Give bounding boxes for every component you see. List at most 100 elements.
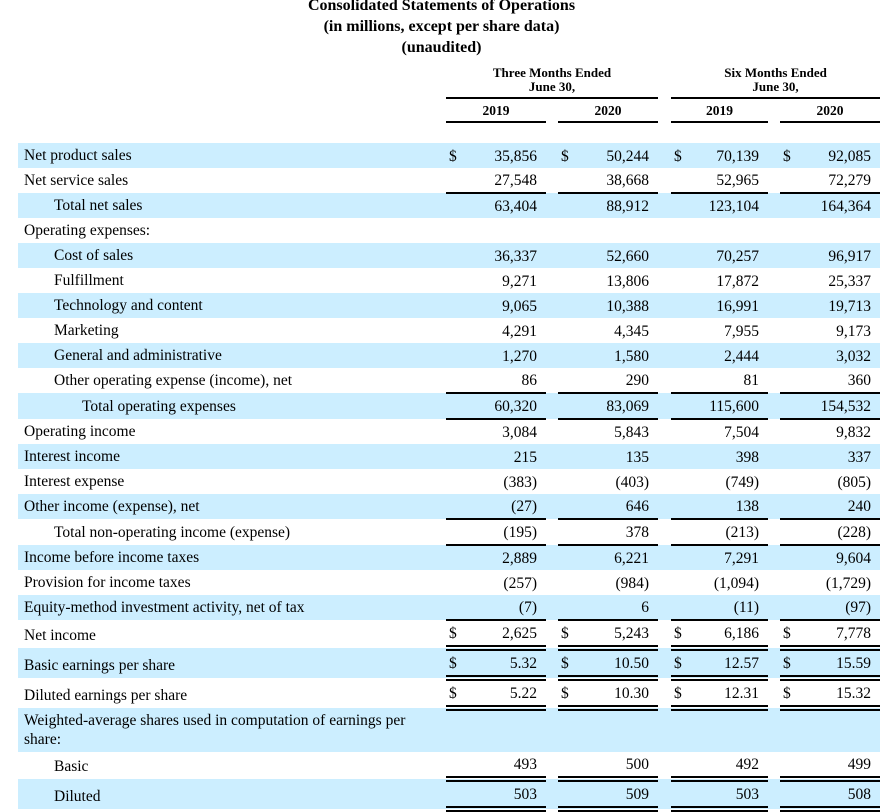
cell-value: 1,270 bbox=[502, 348, 537, 365]
cell-value: 138 bbox=[735, 498, 760, 515]
year-header: 2019 bbox=[446, 98, 546, 123]
dollar-sign: $ bbox=[561, 655, 569, 672]
cell-value: 7,778 bbox=[836, 625, 872, 642]
value-cell: (228) bbox=[780, 519, 881, 546]
column-gap bbox=[658, 708, 671, 752]
dollar-sign: $ bbox=[561, 625, 569, 642]
column-gap bbox=[546, 494, 558, 519]
statement-title: Consolidated Statements of Operations (i… bbox=[18, 0, 865, 58]
value-cell: $7,778 bbox=[780, 620, 881, 651]
dollar-sign: $ bbox=[449, 655, 457, 672]
cell-value: 5,843 bbox=[614, 424, 650, 441]
table-row: Technology and content 9,065 10,388 16,991 1… bbox=[18, 293, 881, 318]
value-cell: 25,337 bbox=[780, 268, 880, 293]
value-cell: 500 bbox=[558, 752, 659, 782]
year-header: 2019 bbox=[671, 98, 769, 123]
column-gap bbox=[768, 168, 780, 193]
cell-value: 10.30 bbox=[614, 685, 650, 702]
value-cell: 1,270 bbox=[446, 343, 546, 368]
column-gap bbox=[658, 595, 671, 620]
row-label: Basic bbox=[54, 758, 89, 775]
cell-value: 15.32 bbox=[836, 685, 872, 702]
dollar-sign: $ bbox=[783, 655, 791, 672]
column-gap bbox=[658, 494, 671, 519]
value-cell: 16,991 bbox=[671, 293, 768, 318]
dollar-sign: $ bbox=[449, 148, 457, 165]
value-cell: 6 bbox=[558, 595, 659, 621]
value-cell: 7,504 bbox=[671, 419, 768, 444]
cell-value: (11) bbox=[733, 599, 760, 616]
row-label: Net product sales bbox=[24, 147, 132, 164]
row-label: Diluted earnings per share bbox=[24, 687, 188, 704]
row-label: Diluted bbox=[54, 788, 101, 805]
column-gap bbox=[658, 243, 671, 268]
column-gap bbox=[546, 193, 558, 218]
table-row: Weighted-average shares used in computat… bbox=[18, 708, 881, 752]
cell-value: 503 bbox=[735, 786, 760, 803]
row-label: Weighted-average shares used in computat… bbox=[24, 712, 406, 748]
table-row: Total net sales 63,404 88,912 123,104 164,36… bbox=[18, 193, 881, 218]
column-gap bbox=[768, 545, 780, 570]
cell-value: 398 bbox=[735, 449, 760, 466]
cell-value: (1,094) bbox=[713, 575, 760, 592]
cell-value: 290 bbox=[625, 372, 650, 389]
row-label: Net income bbox=[24, 627, 96, 644]
cell-value: 17,872 bbox=[716, 273, 760, 290]
cell-value: 646 bbox=[625, 498, 650, 515]
value-cell bbox=[446, 218, 546, 243]
cell-value: 378 bbox=[625, 524, 650, 541]
table-row: Total operating expenses 60,320 83,069 115,… bbox=[18, 393, 881, 420]
value-cell: 2,889 bbox=[446, 545, 546, 570]
value-cell: $10.30 bbox=[558, 678, 659, 711]
value-cell: 3,084 bbox=[446, 419, 546, 444]
column-gap bbox=[546, 752, 558, 779]
cell-value: 115,600 bbox=[709, 398, 760, 415]
table-row: Fulfillment 9,271 13,806 17,872 25,337 bbox=[18, 268, 880, 293]
column-gap bbox=[546, 293, 558, 318]
dollar-sign: $ bbox=[561, 148, 569, 165]
value-cell: 9,173 bbox=[780, 318, 880, 343]
cell-value: 19,713 bbox=[828, 298, 872, 315]
cell-value: 493 bbox=[513, 756, 537, 773]
value-cell: 492 bbox=[671, 752, 769, 782]
column-gap bbox=[768, 143, 780, 168]
column-gap bbox=[768, 620, 780, 648]
cell-value: 52,660 bbox=[606, 248, 650, 265]
row-label: Other operating expense (income), net bbox=[54, 372, 293, 389]
column-gap bbox=[768, 570, 780, 595]
cell-value: 9,173 bbox=[836, 323, 872, 340]
value-cell: 72,279 bbox=[780, 168, 881, 194]
cell-value: 72,279 bbox=[828, 172, 872, 189]
cell-value: 5.22 bbox=[509, 685, 537, 702]
cell-value: 6,186 bbox=[724, 625, 760, 642]
value-cell: 509 bbox=[558, 779, 659, 812]
column-gap bbox=[768, 494, 780, 519]
column-gap bbox=[546, 243, 558, 268]
value-cell: 81 bbox=[671, 368, 769, 394]
row-label: Provision for income taxes bbox=[24, 574, 191, 591]
value-cell: (7) bbox=[446, 595, 546, 621]
cell-value: (805) bbox=[837, 474, 872, 491]
cell-value: 215 bbox=[513, 449, 537, 466]
value-cell: 63,404 bbox=[446, 193, 546, 218]
row-label: Fulfillment bbox=[54, 272, 124, 289]
row-label: Other income (expense), net bbox=[24, 498, 200, 515]
period-group-six-months: Six Months Ended June 30, bbox=[671, 64, 881, 99]
value-cell bbox=[558, 708, 658, 752]
value-cell: 10,388 bbox=[558, 293, 658, 318]
table-row: Marketing 4,291 4,345 7,955 9,173 bbox=[18, 318, 880, 343]
column-gap bbox=[658, 368, 671, 393]
cell-value: 2,889 bbox=[502, 550, 537, 567]
cell-value: (984) bbox=[615, 575, 650, 592]
cell-value: 337 bbox=[847, 449, 872, 466]
value-cell: 70,257 bbox=[671, 243, 768, 268]
value-cell: 86 bbox=[446, 368, 546, 394]
row-label: Basic earnings per share bbox=[24, 657, 176, 674]
cell-value: 15.59 bbox=[836, 655, 872, 672]
value-cell: 1,580 bbox=[558, 343, 658, 368]
column-gap bbox=[658, 752, 671, 779]
value-cell: $15.59 bbox=[780, 648, 881, 681]
table-row: Operating expenses: bbox=[18, 218, 880, 243]
cell-value: 499 bbox=[847, 756, 872, 773]
